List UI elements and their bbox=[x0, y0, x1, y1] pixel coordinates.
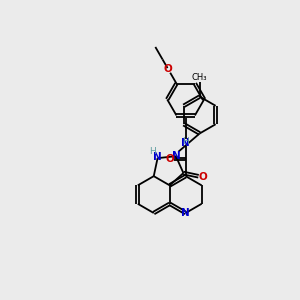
Text: N: N bbox=[153, 152, 162, 162]
Text: H: H bbox=[148, 147, 155, 156]
Text: CH₃: CH₃ bbox=[192, 74, 207, 82]
Text: O: O bbox=[166, 154, 174, 164]
Text: N: N bbox=[181, 208, 190, 218]
Text: N: N bbox=[172, 151, 180, 161]
Text: H: H bbox=[182, 137, 189, 146]
Text: O: O bbox=[164, 64, 172, 74]
Text: O: O bbox=[199, 172, 208, 182]
Text: N: N bbox=[181, 139, 190, 148]
